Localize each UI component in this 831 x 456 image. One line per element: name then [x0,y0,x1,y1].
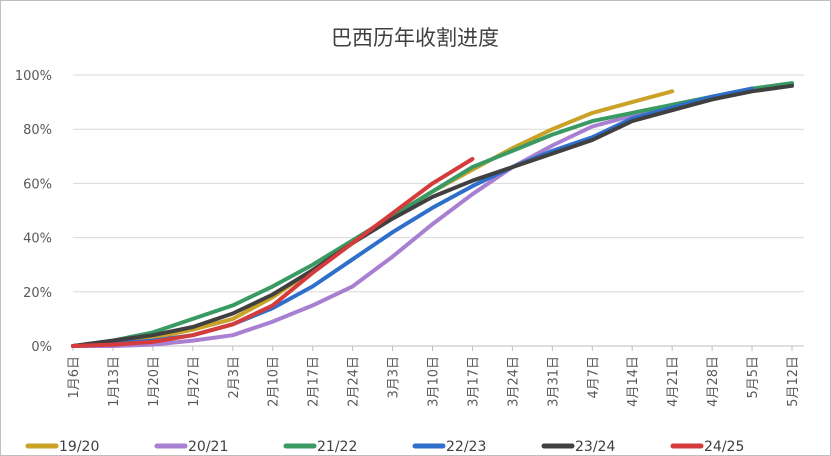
x-tick-label: 2月24日 [347,356,362,407]
legend-label: 20/21 [188,439,228,455]
legend-label: 23/24 [575,439,615,455]
y-tick-label: 20% [23,286,52,301]
x-tick-label: 3月3日 [387,356,402,399]
legend-label: 19/20 [59,439,99,455]
series-line-23-24 [71,83,794,348]
series-line-22-23 [71,86,755,348]
series-line-21-22 [71,81,794,348]
x-tick-label: 4月28日 [706,356,721,407]
series-line-24-25 [71,157,475,348]
y-tick-label: 60% [23,177,52,192]
x-tick-label: 3月17日 [466,356,481,407]
x-tick-label: 2月10日 [267,356,282,407]
y-tick-label: 0% [31,340,52,355]
x-tick-label: 2月3日 [227,356,242,399]
series-line-20-21 [71,86,755,348]
y-tick-label: 80% [23,123,52,138]
legend-label: 21/22 [317,439,357,455]
x-tick-label: 4月7日 [586,356,601,399]
x-tick-label: 4月14日 [626,356,641,407]
y-tick-label: 100% [15,69,52,84]
x-tick-label: 1月6日 [67,356,82,399]
x-tick-label: 5月5日 [746,356,761,399]
legend-label: 22/23 [446,439,486,455]
legend-label: 24/25 [704,439,744,455]
x-tick-label: 1月13日 [107,356,122,407]
x-tick-label: 1月27日 [187,356,202,407]
x-tick-label: 3月24日 [506,356,521,407]
x-tick-label: 1月20日 [147,356,162,407]
chart-title: 巴西历年收割进度 [331,26,499,50]
y-tick-label: 40% [23,232,52,247]
x-tick-label: 2月17日 [307,356,322,407]
x-tick-label: 3月10日 [427,356,442,407]
x-tick-label: 3月31日 [546,356,561,407]
x-tick-label: 5月12日 [786,356,801,407]
x-tick-label: 4月21日 [666,356,681,407]
